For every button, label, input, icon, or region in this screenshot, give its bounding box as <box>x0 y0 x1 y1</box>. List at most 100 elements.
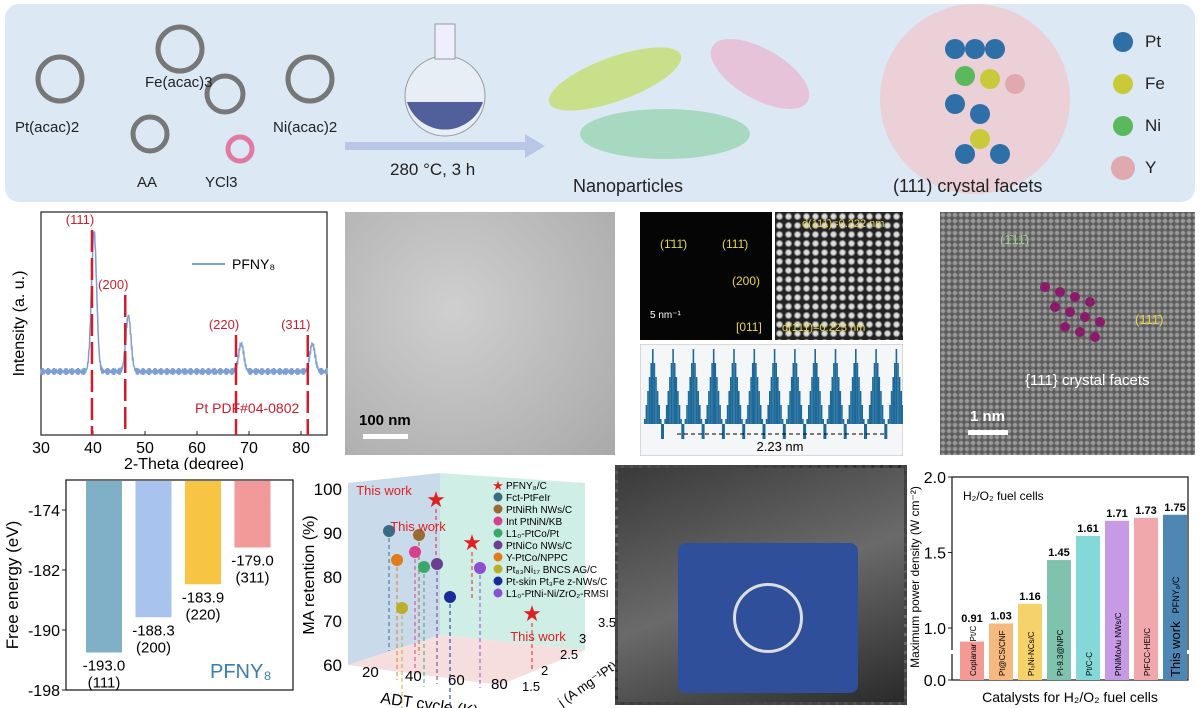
profile-bar <box>876 363 879 424</box>
data-point-Fct-PtFeIr <box>383 525 395 537</box>
bar-value-label: 1.73 <box>1135 505 1156 517</box>
bar-category-label: PtFCC-HEI/C <box>1143 628 1152 676</box>
profile-bar <box>701 424 705 439</box>
profile-bar <box>872 377 874 424</box>
facet-label: (111) crystal facets <box>893 176 1043 196</box>
data-point-PtNiRh NWs/C <box>413 529 425 541</box>
profile-bar <box>777 377 779 424</box>
star-this-work: ★ <box>426 487 446 512</box>
legend-pt: Pt <box>1145 32 1162 51</box>
legend-marker <box>493 576 503 586</box>
precursor-label: AA <box>137 174 158 191</box>
bar-category-label: Pt@CS/CNF <box>998 630 1007 676</box>
profile-bar <box>650 363 652 424</box>
profile-bar <box>831 377 834 424</box>
profile-bar <box>808 405 810 424</box>
profile-bar <box>733 349 735 424</box>
profile-bar <box>797 377 799 424</box>
xrd-series <box>40 230 328 376</box>
fft-label: (111̄) <box>722 237 749 251</box>
bar-PFNY₈/C <box>1163 514 1187 680</box>
profile-bar <box>704 419 707 424</box>
arrow-icon <box>345 134 545 158</box>
profile-bar <box>717 391 720 424</box>
bar-category-label: Coplanar Pt/C <box>969 626 978 676</box>
x-tick-label: 50 <box>136 440 154 457</box>
nanoparticles-label: Nanoparticles <box>573 176 684 196</box>
x-tick-label: 40 <box>405 668 422 685</box>
profile-bar <box>843 424 847 439</box>
profile-bar <box>823 424 827 439</box>
z-tick-label: 2 <box>541 663 548 678</box>
profile-bar <box>656 391 659 424</box>
profile-bar <box>725 419 727 424</box>
profile-bar <box>828 405 830 424</box>
y-axis-label: MA retention (%) <box>301 515 318 634</box>
bar-value-label: 1.16 <box>1019 591 1040 603</box>
profile-bar <box>700 419 703 424</box>
profile-bar <box>711 363 713 424</box>
profile-bar <box>758 391 760 424</box>
profile-bar <box>897 363 899 424</box>
profile-bar <box>811 377 813 424</box>
free-energy-chart: -174 -182 -190 -198 Free energy (eV) -193.0(1… <box>3 479 294 700</box>
tem-image: 100 nm <box>345 212 615 455</box>
this-work-label: This work <box>356 483 412 498</box>
z-tick-label: 1.5 <box>522 679 540 694</box>
bar-value-label: -188.3 <box>132 622 175 639</box>
precursor-label: YCl3 <box>205 174 238 191</box>
tem-scale-bar-label: 100 nm <box>359 412 411 429</box>
hrtem-image: (1̄11̄) (111̄) {111} crystal facets 1 nm <box>940 212 1195 455</box>
profile-bar <box>689 377 691 424</box>
back-wall-right <box>440 473 585 650</box>
profile-bar <box>802 419 804 424</box>
profile-bar <box>665 405 668 424</box>
legend-ni: Ni <box>1145 116 1162 135</box>
legend-label: L1₀-PtNi-Ni/ZrO₂-RMSI <box>506 589 608 600</box>
profile-bar <box>890 391 893 424</box>
profile-bar <box>714 363 717 424</box>
profile-bar <box>864 424 867 439</box>
profile-bar <box>858 377 860 424</box>
profile-bar <box>881 405 884 424</box>
molecule-icons <box>35 24 335 164</box>
profile-bar <box>712 349 715 424</box>
bar-category-label: Pt₃Ni-NCs/C <box>1027 631 1036 676</box>
profile-bar <box>673 363 676 424</box>
profile-bar <box>812 363 815 424</box>
bar-value-label: -183.9 <box>182 589 225 606</box>
fft-pattern: (1̄11̄) (111̄) (200) 5 nm⁻¹ [011] <box>640 212 772 340</box>
bar-value-label: -193.0 <box>83 658 126 675</box>
legend-label: Pt-skin Pt₃Fe z-NWs/C <box>506 577 607 588</box>
bar-category-label: (111) <box>88 675 121 692</box>
profile-bar <box>680 419 682 424</box>
profile-bar <box>820 405 823 424</box>
legend-marker <box>493 552 503 562</box>
xrd-chart: 30 40 50 60 70 80 2-Theta (degree) Intensity (a… <box>11 211 328 470</box>
profile-bar <box>745 419 748 424</box>
y-tick-label: -174 <box>28 503 60 520</box>
profile-bar <box>677 391 679 424</box>
bar-Pt-9.3@NPC <box>1047 560 1071 680</box>
x-axis-label: 2-Theta (degree) <box>124 456 244 470</box>
profile-bar <box>809 391 812 424</box>
bar-value-label: 1.75 <box>1164 502 1185 514</box>
profile-bar <box>660 419 662 424</box>
profile-bar <box>863 419 865 424</box>
x-tick-label: 70 <box>240 440 258 457</box>
bar-category-label: (311) <box>236 570 270 587</box>
profile-bar <box>750 377 752 424</box>
y-tick-label: 0.0 <box>924 673 946 690</box>
profile-bar <box>726 405 729 424</box>
profile-bar <box>736 377 738 424</box>
nanoparticle-icons <box>548 39 810 159</box>
legend-label: L1₀-PtCo/Pt <box>506 529 559 540</box>
zone-axis-label: [011] <box>736 320 762 334</box>
bar-value-label: -179.0 <box>231 553 274 570</box>
profile-bar <box>839 391 842 424</box>
z-tick-label: 3.5 <box>598 615 615 630</box>
z-axis-label: j (A mg⁻¹Pt) <box>554 658 615 708</box>
profile-bar <box>699 405 701 424</box>
bar-category-label: (200) <box>136 639 171 656</box>
profile-bar <box>814 349 816 424</box>
